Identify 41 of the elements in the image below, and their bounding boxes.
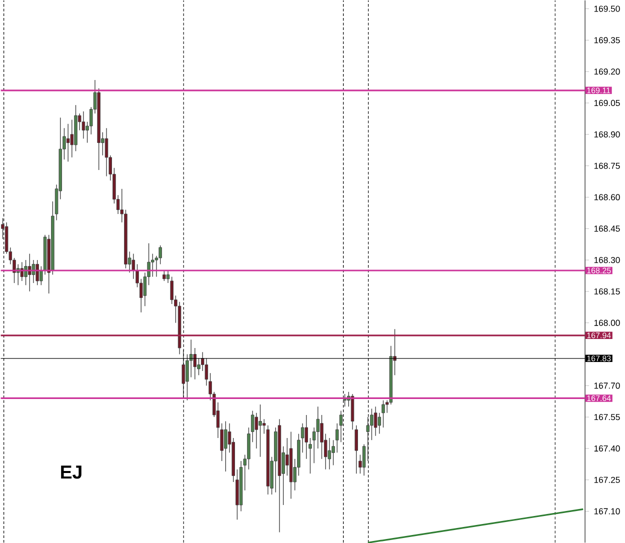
y-tick-label: 168.75 [594,162,620,169]
candlestick [224,420,228,472]
y-tick-label: 169.35 [594,36,620,43]
y-tick-label: 168.90 [594,131,620,138]
candlestick [354,424,358,474]
candlestick [362,444,366,476]
y-tick-label: 169.20 [594,68,620,74]
y-tick-label: 168.45 [594,225,620,232]
candlestick [382,400,385,428]
candlestick [328,437,332,470]
annotation: EJ [61,465,82,478]
candlestick [36,259,39,286]
y-tick-label: 169.05 [594,100,620,106]
y-tick-label: 168.15 [594,288,620,294]
y-tick-label: 168.60 [594,194,620,200]
y-tick-label: 169.50 [594,5,620,12]
candlestick [82,110,86,139]
y-tick-label: 168.00 [594,320,620,326]
candlestick [370,408,374,440]
y-tick-label: 167.40 [594,445,620,452]
candlestick [339,410,343,442]
candlestick [104,128,108,176]
candlestick [258,404,262,457]
y-tick-label: 167.25 [594,476,620,483]
candlestick [332,440,335,466]
candlestick [366,416,370,462]
candlestick [320,414,324,460]
candlestick [304,414,308,460]
candlestick [374,406,378,436]
candlestick [70,119,74,158]
candlestick [132,253,136,279]
candlestick [151,253,154,277]
y-tick-label: 168.30 [594,256,620,263]
y-tick-label: 167.55 [594,414,620,420]
candlestick [254,412,258,449]
y-tick-label: 167.10 [594,508,620,514]
candlestick [66,123,70,162]
candlestick [197,358,200,376]
candlestick [378,412,382,434]
candlestick [182,349,185,398]
y-tick-label: 167.70 [594,382,620,388]
